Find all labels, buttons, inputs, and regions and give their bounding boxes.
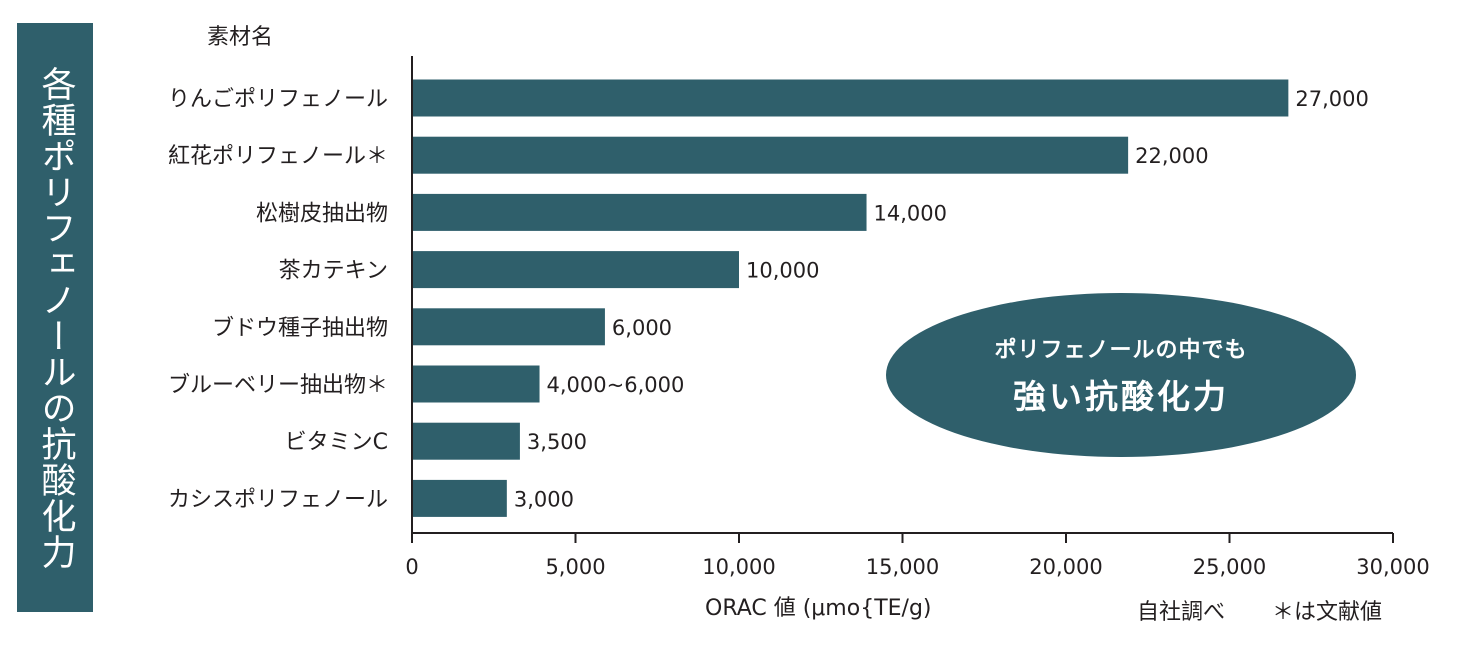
callout-line1: ポリフェノールの中でも [994, 338, 1248, 363]
category-label: ブドウ種子抽出物 [212, 316, 388, 341]
data-label: 6,000 [612, 316, 672, 340]
x-tick-label: 10,000 [702, 555, 775, 579]
category-axis-title: 素材名 [207, 25, 273, 50]
data-label: 14,000 [874, 201, 947, 225]
category-label: ブルーベリー抽出物＊ [168, 373, 388, 398]
side-title: 各種ポリフェノールの抗酸化力 [35, 65, 76, 570]
x-axis-title: ORAC 値 (μmo{TE/g) [705, 596, 932, 621]
callout-ellipse [886, 293, 1356, 457]
data-label: 4,000~6,000 [547, 373, 685, 397]
bar [412, 422, 520, 460]
x-tick-label: 5,000 [545, 555, 605, 579]
callout-line2: 強い抗酸化力 [1013, 377, 1229, 416]
bars-group [412, 79, 1289, 517]
bar [412, 308, 605, 346]
category-label: ビタミンC [285, 430, 388, 455]
data-label: 10,000 [746, 259, 819, 283]
bar [412, 193, 867, 231]
data-label: 3,000 [514, 487, 574, 511]
data-label: 27,000 [1295, 87, 1368, 111]
bar [412, 365, 540, 403]
bar [412, 479, 507, 517]
category-label: りんごポリフェノール [168, 87, 388, 112]
category-label: 茶カテキン [279, 259, 388, 284]
x-tick-label: 25,000 [1193, 555, 1266, 579]
literature-note: ＊は文献値 [1272, 600, 1383, 625]
side-title-panel: 各種ポリフェノールの抗酸化力 [17, 23, 93, 612]
x-tick-label: 20,000 [1029, 555, 1102, 579]
x-tick-label: 0 [405, 555, 418, 579]
data-label: 3,500 [527, 430, 587, 454]
value-labels: 27,000 22,000 14,000 10,000 6,000 4,000~6,000… [514, 87, 1369, 511]
category-label: カシスポリフェノール [168, 487, 388, 512]
bar [412, 136, 1129, 174]
category-label: 松樹皮抽出物 [256, 201, 388, 226]
source-note: 自社調べ [1137, 600, 1226, 625]
x-tick-label: 30,000 [1356, 555, 1429, 579]
callout: ポリフェノールの中でも 強い抗酸化力 [886, 293, 1356, 457]
bar [412, 251, 739, 289]
bar [412, 79, 1289, 117]
data-label: 22,000 [1135, 144, 1208, 168]
x-ticks: 0 5,000 10,000 15,000 20,000 25,000 30,000 [405, 533, 1430, 579]
x-tick-label: 15,000 [866, 555, 939, 579]
category-label: 紅花ポリフェノール＊ [168, 144, 388, 169]
